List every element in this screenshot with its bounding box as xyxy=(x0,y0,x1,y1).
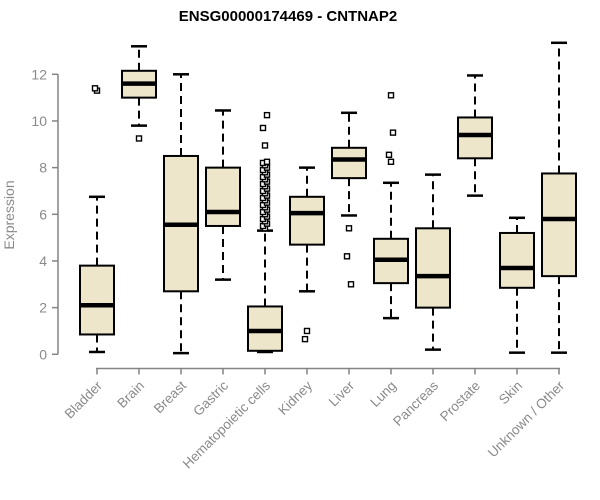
iqr-box xyxy=(499,231,535,289)
outlier-point xyxy=(301,335,309,343)
outlier-point xyxy=(385,151,393,159)
x-tick-label: Lung xyxy=(367,378,399,410)
outlier-point xyxy=(259,124,267,132)
x-tick-label: Kidney xyxy=(275,378,315,418)
y-tick-label: 12 xyxy=(31,66,47,82)
x-tick-label: Pancreas xyxy=(390,378,441,429)
y-tick-label: 10 xyxy=(31,113,47,129)
iqr-box xyxy=(415,227,451,309)
outlier-point xyxy=(261,142,269,149)
box-group-kidney xyxy=(289,166,325,343)
outlier-point xyxy=(387,158,395,166)
x-tick-label: Skin xyxy=(496,378,525,407)
y-axis-title: Expression xyxy=(1,180,17,249)
box-group-skin xyxy=(499,216,535,354)
outlier-point xyxy=(263,158,271,166)
x-tick-label: Gastric xyxy=(190,378,231,419)
x-tick-label: Bladder xyxy=(62,378,106,422)
box-group-unknown-other xyxy=(541,41,577,354)
iqr-box xyxy=(331,146,367,180)
outlier-point xyxy=(135,135,143,142)
iqr-box xyxy=(247,305,283,352)
outlier-point xyxy=(91,85,99,92)
box-group-bladder xyxy=(79,85,115,354)
x-tick-label: Prostate xyxy=(437,378,483,424)
y-tick-label: 8 xyxy=(39,160,47,176)
iqr-box xyxy=(541,172,577,278)
outlier-point xyxy=(345,225,353,232)
x-tick-label: Liver xyxy=(326,378,358,410)
y-tick-label: 0 xyxy=(39,346,47,362)
iqr-box xyxy=(457,116,493,160)
outlier-point xyxy=(343,253,351,260)
boxplot-series xyxy=(79,41,577,355)
iqr-box xyxy=(289,195,325,246)
box-group-liver xyxy=(331,111,367,288)
y-tick-label: 2 xyxy=(39,300,47,316)
box-group-gastric xyxy=(205,109,241,281)
outlier-point xyxy=(263,111,271,119)
box-group-lung xyxy=(373,92,409,320)
iqr-box xyxy=(79,264,115,336)
chart-title: ENSG00000174469 - CNTNAP2 xyxy=(179,8,397,25)
y-tick-label: 6 xyxy=(39,206,47,222)
outlier-point xyxy=(387,92,395,99)
y-tick-label: 4 xyxy=(39,253,47,269)
box-group-prostate xyxy=(457,74,493,197)
iqr-box xyxy=(205,166,241,227)
box-group-brain xyxy=(121,45,157,142)
x-tick-label: Brain xyxy=(114,378,147,411)
x-tick-label: Breast xyxy=(151,378,189,416)
x-tick-label: Unknown / Other xyxy=(485,378,568,461)
outlier-point xyxy=(347,281,355,288)
box-group-hematopoietic-cells xyxy=(247,111,283,354)
outlier-point xyxy=(303,327,311,335)
box-group-pancreas xyxy=(415,173,451,351)
box-group-breast xyxy=(163,73,199,355)
outlier-point xyxy=(389,129,397,136)
